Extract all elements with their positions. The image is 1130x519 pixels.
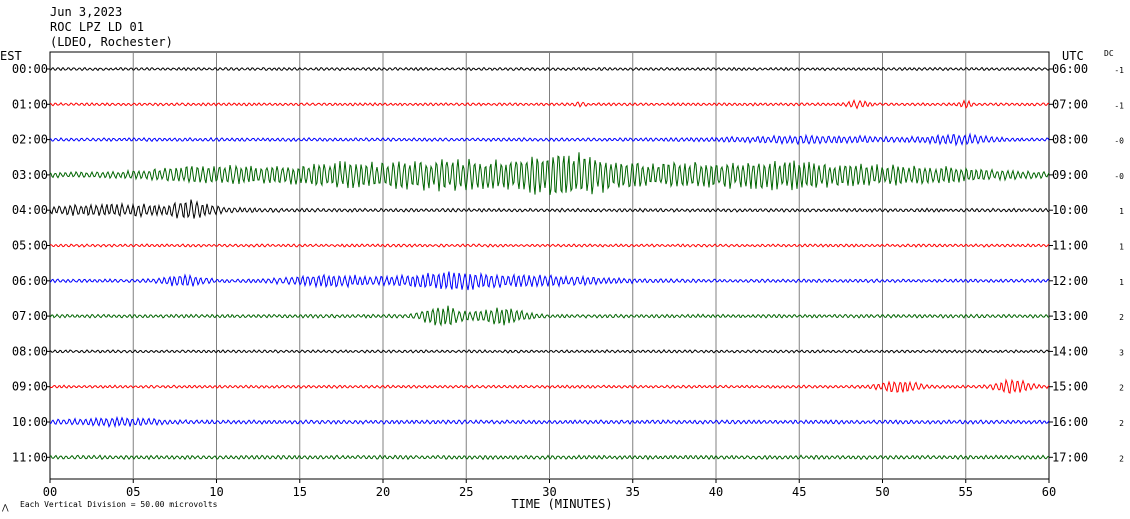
x-tick-label: 60 xyxy=(1042,485,1056,499)
row-labels: 00:00 06:00 -1 01:00 07:00 -1 02:00 08:00 -0 03:0… xyxy=(12,62,1124,464)
network-label: (LDEO, Rochester) xyxy=(50,35,173,49)
x-tick-label: 45 xyxy=(792,485,806,499)
utc-time-label: 08:00 xyxy=(1052,133,1088,147)
utc-time-label: 09:00 xyxy=(1052,168,1088,182)
dc-value-label: 1 xyxy=(1119,278,1124,287)
scale-note: Each Vertical Division = 50.00 microvolt… xyxy=(20,500,218,509)
trace-row-1000 xyxy=(49,415,1050,429)
station-label: ROC LPZ LD 01 xyxy=(50,20,144,34)
x-tick-label: 35 xyxy=(626,485,640,499)
est-time-label: 02:00 xyxy=(12,133,48,147)
est-time-label: 06:00 xyxy=(12,274,48,288)
x-tick-label: 40 xyxy=(709,485,723,499)
date-label: Jun 3,2023 xyxy=(50,5,122,19)
trace-row-0200 xyxy=(49,132,1050,147)
utc-time-label: 10:00 xyxy=(1052,203,1088,217)
x-tick-label: 10 xyxy=(209,485,223,499)
trace-row-1100 xyxy=(49,454,1050,461)
dc-value-label: -1 xyxy=(1114,101,1124,110)
trace-row-0000 xyxy=(49,66,1050,72)
utc-time-label: 14:00 xyxy=(1052,344,1088,358)
est-time-label: 10:00 xyxy=(12,415,48,429)
trace-row-0400 xyxy=(49,199,1050,219)
x-tick-label: 05 xyxy=(126,485,140,499)
dc-value-label: 1 xyxy=(1119,243,1124,252)
trace-row-0100 xyxy=(49,99,1050,110)
dc-value-label: -0 xyxy=(1114,137,1124,146)
est-time-label: 04:00 xyxy=(12,203,48,217)
x-tick-label: 20 xyxy=(376,485,390,499)
trace-row-0300 xyxy=(49,152,1050,195)
est-time-label: 09:00 xyxy=(12,380,48,394)
x-axis-title: TIME (MINUTES) xyxy=(511,497,612,511)
utc-time-label: 15:00 xyxy=(1052,380,1088,394)
dc-value-label: 2 xyxy=(1119,454,1124,463)
dc-value-label: 2 xyxy=(1119,384,1124,393)
traces xyxy=(49,66,1050,461)
dc-value-label: 2 xyxy=(1119,419,1124,428)
x-tick-labels: 00 05 10 15 20 25 30 35 40 45 50 55 60 xyxy=(43,479,1056,499)
utc-time-label: 11:00 xyxy=(1052,239,1088,253)
est-time-label: 07:00 xyxy=(12,309,48,323)
est-time-label: 11:00 xyxy=(12,450,48,464)
est-time-label: 08:00 xyxy=(12,344,48,358)
scale-icon: ⋀ xyxy=(1,503,9,512)
dc-value-label: 3 xyxy=(1119,348,1124,357)
x-tick-label: 50 xyxy=(875,485,889,499)
utc-time-label: 17:00 xyxy=(1052,450,1088,464)
x-tick-label: 25 xyxy=(459,485,473,499)
right-zone-label: UTC xyxy=(1062,49,1084,63)
est-time-label: 05:00 xyxy=(12,239,48,253)
trace-row-0700 xyxy=(49,305,1050,327)
grid-lines xyxy=(132,52,967,479)
x-tick-label: 30 xyxy=(542,485,556,499)
utc-time-label: 06:00 xyxy=(1052,62,1088,76)
left-zone-label: EST xyxy=(0,49,22,63)
trace-row-0600 xyxy=(49,271,1050,291)
x-tick-label: 15 xyxy=(293,485,307,499)
dc-value-label: 1 xyxy=(1119,207,1124,216)
utc-time-label: 16:00 xyxy=(1052,415,1088,429)
est-time-label: 03:00 xyxy=(12,168,48,182)
dc-header-label: DC xyxy=(1104,49,1114,58)
trace-row-0800 xyxy=(49,349,1050,354)
est-time-label: 00:00 xyxy=(12,62,48,76)
dc-value-label: -1 xyxy=(1114,66,1124,75)
utc-time-label: 12:00 xyxy=(1052,274,1088,288)
utc-time-label: 07:00 xyxy=(1052,97,1088,111)
utc-time-label: 13:00 xyxy=(1052,309,1088,323)
x-tick-label: 55 xyxy=(959,485,973,499)
trace-row-0900 xyxy=(49,378,1050,394)
dc-value-label: 2 xyxy=(1119,313,1124,322)
x-tick-label: 00 xyxy=(43,485,57,499)
est-time-label: 01:00 xyxy=(12,97,48,111)
trace-row-0500 xyxy=(50,243,1050,248)
dc-value-label: -0 xyxy=(1114,172,1124,181)
